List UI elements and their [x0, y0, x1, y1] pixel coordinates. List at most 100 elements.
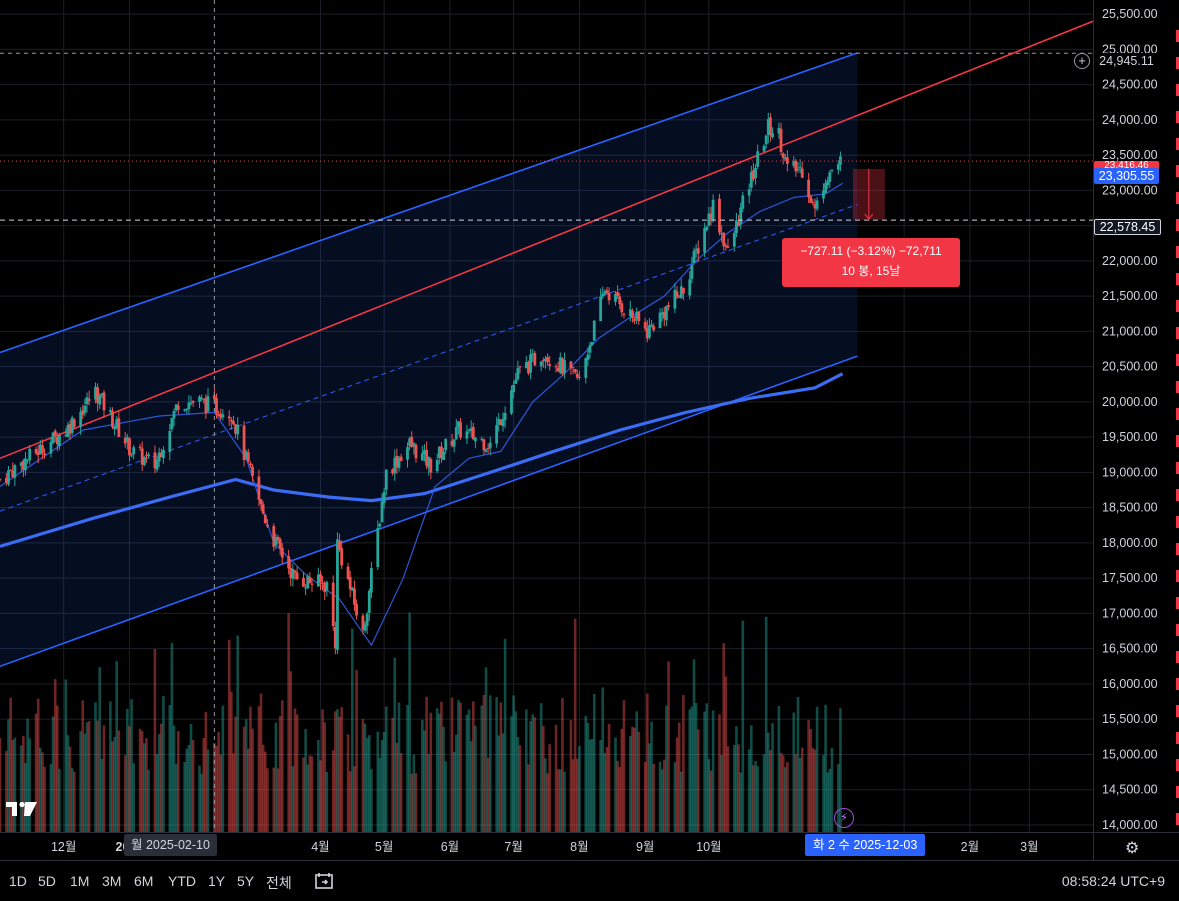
tradingview-logo-icon[interactable]	[6, 800, 38, 818]
volume-bar	[762, 754, 766, 832]
candle-body	[783, 157, 787, 160]
candle-body	[321, 582, 324, 585]
volume-bar	[658, 761, 662, 832]
volume-bar	[353, 766, 356, 832]
candle-body	[83, 405, 87, 413]
volume-bar	[796, 697, 800, 832]
candle-body	[681, 288, 685, 294]
candle-body	[348, 576, 352, 590]
volume-bar	[266, 768, 269, 832]
candle-body	[162, 449, 165, 459]
gear-icon[interactable]: ⚙	[1125, 840, 1140, 857]
candle-body	[115, 419, 119, 428]
y-tick-label: 21,500.00	[1102, 289, 1158, 303]
candle-body	[754, 168, 757, 179]
volume-bar	[414, 773, 418, 832]
candle-body	[429, 458, 433, 473]
candle-body	[353, 588, 356, 605]
candle-body	[622, 313, 626, 315]
y-tick-label: 15,000.00	[1102, 747, 1158, 761]
volume-bar	[705, 703, 709, 832]
candle-body	[607, 292, 611, 301]
range-button-1d[interactable]: 1D	[9, 873, 27, 889]
candle-body	[363, 624, 367, 631]
plus-icon[interactable]: +	[1074, 53, 1090, 69]
candle-body	[108, 409, 112, 412]
volume-bar	[826, 772, 830, 832]
candle-body	[287, 555, 291, 569]
volume-bar	[140, 731, 144, 832]
x-tick-label: 7월	[504, 840, 522, 854]
candle-body	[467, 429, 471, 431]
candle-body	[412, 443, 416, 447]
range-button-1m[interactable]: 1M	[70, 873, 90, 889]
candle-body	[471, 426, 475, 440]
range-button-5d[interactable]: 5D	[38, 873, 56, 889]
volume-bar	[94, 702, 97, 832]
volume-bar	[132, 763, 136, 832]
candle-body	[800, 168, 804, 178]
y-tick-label: 24,000.00	[1102, 113, 1158, 127]
candle-body	[614, 294, 617, 302]
candle-body	[486, 448, 490, 450]
candle-body	[378, 523, 382, 527]
lightning-icon[interactable]: ⚡	[834, 808, 854, 828]
candle-body	[726, 246, 730, 248]
candle-body	[442, 451, 445, 461]
candle-body	[798, 167, 802, 169]
volume-bar	[718, 714, 721, 832]
candle-body	[603, 291, 607, 294]
volume-bar	[435, 708, 439, 832]
volume-bar	[198, 765, 201, 832]
compare-icon[interactable]	[314, 871, 334, 891]
candle-body	[633, 319, 636, 321]
range-button-전체[interactable]: 전체	[266, 875, 292, 891]
volume-bar	[200, 773, 203, 832]
clock[interactable]: 08:58:24 UTC+9	[1061, 873, 1165, 889]
volume-bar	[304, 729, 307, 832]
candle-body	[756, 151, 760, 167]
channel-fill	[0, 52, 858, 667]
volume-bar	[429, 712, 433, 832]
range-button-5y[interactable]: 5Y	[237, 873, 255, 889]
candle-body	[380, 501, 384, 523]
range-button-1y[interactable]: 1Y	[208, 873, 226, 889]
volume-bar	[643, 761, 647, 832]
candle-body	[21, 460, 25, 470]
candle-body	[336, 539, 339, 650]
volume-bar	[113, 736, 116, 832]
volume-bar	[811, 747, 815, 832]
volume-bar	[406, 704, 409, 832]
volume-bar	[68, 746, 72, 832]
candle-body	[709, 213, 713, 219]
volume-bar	[578, 746, 581, 832]
candle-body	[645, 328, 649, 339]
range-button-3m[interactable]: 3M	[102, 873, 122, 889]
candle-body	[762, 145, 766, 152]
volume-bar	[145, 738, 148, 832]
volume-bar	[601, 687, 605, 832]
candle-body	[777, 127, 781, 134]
candle-body	[571, 366, 575, 368]
volume-bar	[590, 738, 594, 832]
volume-bar	[480, 705, 484, 832]
volume-bar	[276, 768, 280, 832]
range-button-ytd[interactable]: YTD	[168, 873, 196, 889]
candle-body	[605, 290, 609, 293]
candle-body	[815, 200, 819, 209]
x-tick-label: 12월	[51, 840, 76, 854]
candle-body	[452, 439, 456, 447]
volume-bar	[709, 770, 713, 832]
range-button-6m[interactable]: 6M	[134, 873, 154, 889]
edge-marker	[1176, 165, 1179, 177]
candle-body	[631, 310, 634, 319]
candle-body	[679, 286, 683, 299]
candle-body	[620, 303, 624, 313]
volume-bar	[497, 735, 501, 832]
candle-body	[673, 289, 677, 309]
price-chart[interactable]: 14,000.00 14,500.00 15,000.00 15,500.00 16,0…	[0, 0, 1179, 860]
candle-body	[274, 537, 278, 545]
volume-bar	[22, 735, 25, 832]
candle-body	[79, 411, 83, 428]
candle-body	[667, 305, 670, 307]
